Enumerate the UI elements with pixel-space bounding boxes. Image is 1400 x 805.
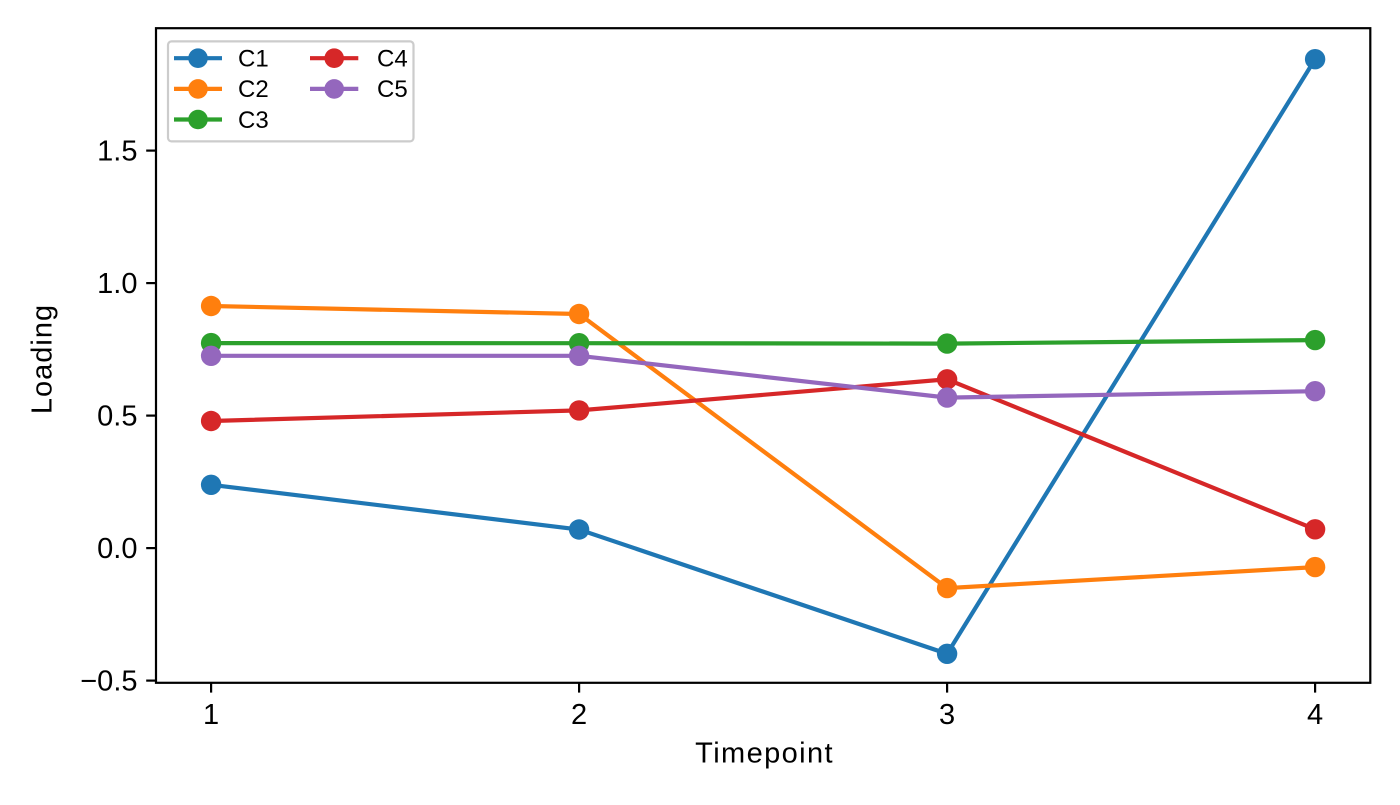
svg-text:1.5: 1.5	[97, 136, 137, 168]
svg-text:3: 3	[939, 699, 955, 731]
svg-text:−0.5: −0.5	[80, 666, 137, 698]
svg-text:4: 4	[1307, 699, 1323, 731]
svg-text:2: 2	[571, 699, 587, 731]
svg-text:C1: C1	[238, 46, 269, 73]
svg-text:1.0: 1.0	[97, 268, 137, 300]
svg-text:C5: C5	[377, 76, 408, 103]
svg-text:Timepoint: Timepoint	[695, 738, 834, 770]
svg-text:Loading: Loading	[27, 304, 59, 414]
svg-text:0.0: 0.0	[97, 533, 137, 565]
svg-text:1: 1	[203, 699, 219, 731]
svg-text:0.5: 0.5	[97, 401, 137, 433]
svg-text:C3: C3	[238, 107, 269, 134]
svg-text:C4: C4	[377, 46, 408, 73]
svg-text:C2: C2	[238, 76, 269, 103]
